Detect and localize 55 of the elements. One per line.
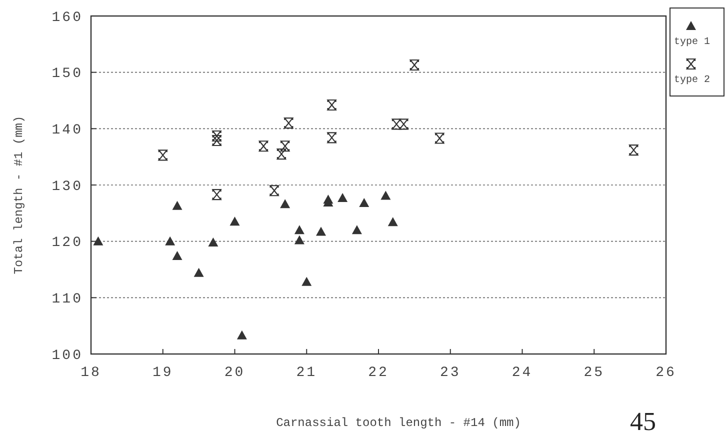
y-tick-label: 140	[52, 122, 83, 139]
point	[93, 236, 104, 246]
point	[380, 190, 391, 200]
x-tick-label: 23	[440, 365, 461, 381]
point	[399, 118, 408, 130]
point	[327, 132, 336, 144]
point	[316, 226, 326, 236]
x-tick-label: 21	[296, 365, 318, 381]
x-tick-label: 24	[512, 365, 533, 381]
y-tick-label: 150	[52, 66, 83, 82]
point	[352, 225, 362, 234]
point	[212, 134, 222, 146]
y-tick-label: 160	[52, 10, 83, 26]
point	[410, 59, 419, 71]
y-tick-label: 100	[52, 348, 83, 364]
point	[338, 192, 348, 202]
legend-label: type 2	[674, 75, 710, 86]
point	[284, 117, 294, 129]
point	[392, 118, 402, 130]
point	[258, 140, 268, 152]
point	[280, 140, 290, 152]
point	[327, 99, 336, 111]
point	[280, 199, 290, 208]
point	[294, 225, 304, 234]
point	[230, 216, 240, 226]
point	[435, 132, 444, 144]
x-tick-label: 18	[80, 365, 102, 381]
point	[158, 150, 168, 161]
point	[629, 144, 638, 156]
point	[276, 148, 286, 160]
x-tick-label: 26	[656, 365, 676, 381]
point	[294, 235, 304, 244]
point	[165, 236, 176, 246]
point	[208, 237, 218, 246]
point	[172, 200, 182, 210]
point	[212, 130, 222, 142]
text: 45	[630, 407, 656, 436]
point	[359, 198, 370, 208]
y-tick-label: 110	[52, 292, 83, 308]
point	[172, 250, 182, 260]
y-tick-label: 120	[52, 235, 83, 252]
legend-label: type 1	[674, 37, 710, 48]
x-tick-label: 22	[368, 365, 389, 381]
y-tick-label: 130	[52, 178, 83, 195]
point	[212, 189, 222, 200]
point	[302, 276, 312, 286]
x-tick-label: 19	[152, 365, 174, 381]
point	[270, 185, 279, 196]
x-tick-label: 20	[224, 365, 246, 381]
point	[194, 268, 204, 277]
point	[236, 330, 247, 340]
x-tick-label: 25	[584, 365, 605, 381]
x-axis-title: Carnassial tooth length - #14 (mm)	[276, 416, 521, 430]
y-axis-title: Total length - #1 (mm)	[12, 116, 26, 274]
point	[388, 217, 398, 226]
